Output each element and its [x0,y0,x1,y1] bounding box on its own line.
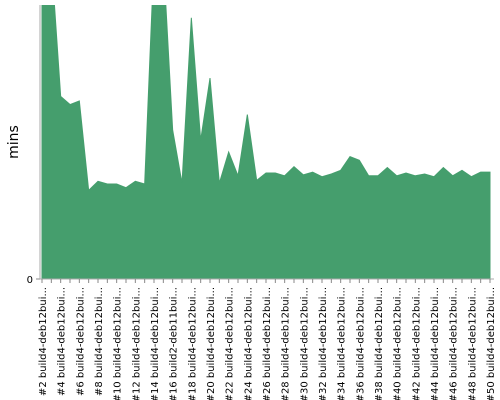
x-tick-label: #22 build4-deb12bui... [225,287,236,400]
x-tick-label: #38 build4-deb12bui... [374,287,385,400]
area [41,5,491,279]
x-tick-label: #6 build4-deb12bui... [75,287,86,396]
x-tick-label: #10 build4-deb12bui... [113,287,124,400]
x-tick-label: #14 build4-deb12bui... [150,287,161,400]
x-tick-label: #46 build4-deb12bui... [449,287,460,400]
x-tick-label: #44 build4-deb12bui... [430,287,441,400]
x-tick-label: #2 build4-deb12bui... [38,287,49,396]
x-tick-label: #16 build2-deb11bui... [169,287,180,400]
x-tick-label: #36 build4-deb12bui... [355,287,366,400]
x-tick-label: #4 build4-deb12bui... [57,287,68,396]
x-tick-label: #32 build4-deb12bui... [318,287,329,400]
plot-area [41,5,491,279]
x-tick-label: #28 build4-deb12bui... [281,287,292,400]
x-tick-label: #8 build4-deb12bui... [94,287,105,396]
x-tick-label: #30 build4-deb12bui... [299,287,310,400]
x-tick-label: #40 build4-deb12bui... [393,287,404,400]
x-tick-label: #50 build4-deb12bui... [486,287,497,400]
x-tick-label: #26 build4-deb12bui... [262,287,273,400]
x-tick-label: #12 build4-deb12bui... [131,287,142,400]
x-tick-label: #24 build4-deb12bui... [243,287,254,400]
x-tick-label: #48 build4-deb12bui... [467,287,478,400]
y-tick-label: 0 [27,275,33,286]
x-tick-label: #20 build4-deb12bui... [206,287,217,400]
x-tick-label: #34 build4-deb12bui... [337,287,348,400]
x-tick-label: #18 build4-deb12bui... [187,287,198,400]
y-axis-label: mins [6,125,22,159]
x-tick-label: #42 build4-deb12bui... [411,287,422,400]
